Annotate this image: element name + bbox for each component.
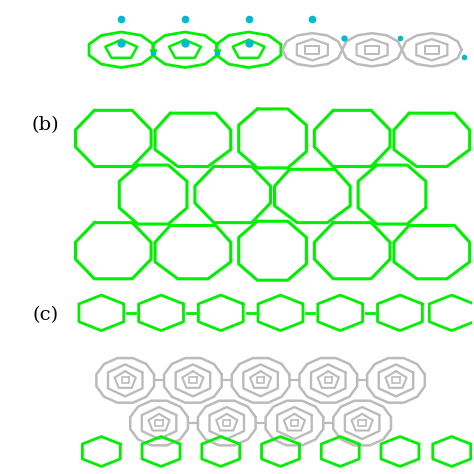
- Text: β: β: [146, 184, 160, 205]
- Text: α: α: [344, 128, 360, 148]
- Text: α: α: [225, 184, 241, 205]
- Text: (c): (c): [33, 306, 59, 324]
- Text: α': α': [182, 128, 204, 148]
- Text: α: α: [344, 241, 360, 261]
- Text: α': α': [301, 184, 324, 205]
- Text: α: α: [105, 128, 121, 148]
- Text: β: β: [265, 128, 280, 148]
- Text: α': α': [420, 241, 443, 261]
- Text: α': α': [182, 241, 204, 261]
- Text: (b): (b): [32, 117, 59, 135]
- Text: β: β: [265, 241, 280, 261]
- Text: β: β: [385, 184, 399, 205]
- Text: α': α': [420, 128, 443, 148]
- Text: α: α: [105, 241, 121, 261]
